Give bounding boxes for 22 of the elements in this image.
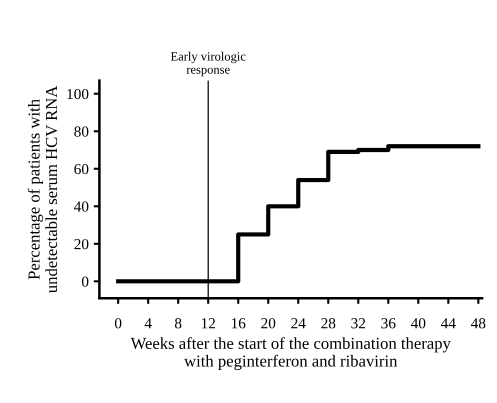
ref-line-label: Early virologic response — [170, 52, 246, 76]
y-axis-title: Percentage of patients with undetectable serum HCV RNA — [28, 86, 58, 293]
y-tick-label: 100 — [67, 88, 88, 100]
y-tick-label: 40 — [74, 201, 88, 212]
x-tick-label: 36 — [381, 318, 396, 328]
x-tick-label: 4 — [144, 318, 152, 328]
y-tick-label: 20 — [74, 238, 88, 250]
x-tick-label: 48 — [471, 318, 486, 328]
x-tick-label: 8 — [174, 318, 182, 328]
x-tick-label: 24 — [291, 318, 306, 328]
y-tick-label: 80 — [74, 126, 88, 137]
x-tick-label: 12 — [202, 318, 215, 328]
x-tick-label: 16 — [232, 318, 246, 328]
x-tick-label: 32 — [351, 318, 366, 328]
x-tick-label: 44 — [440, 318, 456, 328]
x-axis-title: Weeks after the start of the combination therapy with peginterferon and ribavirin — [130, 337, 451, 370]
x-tick-label: 28 — [321, 318, 336, 328]
y-tick-label: 60 — [74, 164, 88, 174]
x-tick-label: 0 — [114, 318, 122, 328]
x-tick-label: 20 — [261, 318, 276, 328]
y-tick-label: 0 — [82, 276, 88, 287]
x-tick-label: 40 — [410, 318, 426, 328]
